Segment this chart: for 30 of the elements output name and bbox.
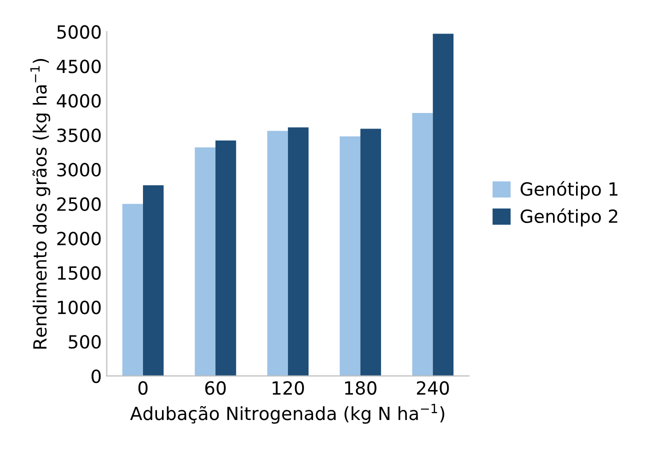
- x-tick-label: 240: [416, 381, 449, 395]
- bar: [340, 136, 360, 376]
- y-tick-label: 1000: [58, 300, 101, 314]
- bar: [215, 140, 236, 376]
- bar: [288, 127, 309, 376]
- x-tick-label: 120: [272, 381, 304, 395]
- y-tick-label: 4000: [56, 94, 101, 108]
- bar: [142, 185, 164, 376]
- bar: [432, 34, 454, 376]
- legend-label: Genótipo 1: [520, 181, 618, 200]
- y-tick-label: 500: [68, 335, 101, 349]
- x-tick-label: 180: [345, 381, 376, 395]
- x-tick-label: 0: [138, 381, 148, 395]
- y-tick-label: 5000: [57, 25, 101, 39]
- y-tick-label: 3000: [57, 162, 101, 177]
- legend-label: Genótipo 2: [520, 208, 618, 227]
- bar: [360, 128, 382, 376]
- y-tick-label: 3500: [57, 128, 101, 142]
- y-tick-label: 2500: [57, 197, 101, 211]
- bar: [412, 112, 433, 376]
- bar: [267, 130, 288, 376]
- y-tick-label: 0: [92, 369, 101, 384]
- bar: [122, 204, 143, 376]
- x-axis-title: Adubação Nitrogenada (kg N ha$^{−1}$): [130, 404, 444, 424]
- y-tick-label: 4500: [56, 60, 101, 74]
- y-tick-label: 1500: [58, 266, 101, 280]
- x-tick-label: 60: [205, 381, 226, 395]
- y-tick-label: 2000: [57, 232, 101, 246]
- bar: [194, 147, 216, 376]
- y-axis-title: Rendimento dos grãos (kg ha$^{−1}$): [30, 58, 50, 349]
